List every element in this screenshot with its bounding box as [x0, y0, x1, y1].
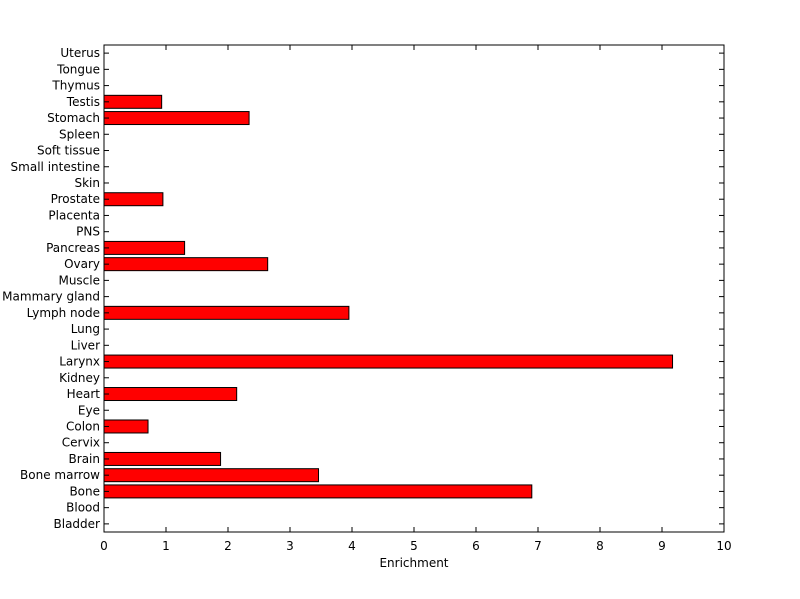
axis-labels-group: Bladder Blood Bone Bone marrow Brain Cervix Co…: [2, 46, 731, 553]
x-tick-label: 0: [100, 539, 108, 553]
y-tick-label: Liver: [71, 338, 101, 352]
y-tick-label: Uterus: [60, 46, 100, 60]
x-tick-label: 9: [658, 539, 666, 553]
bar-brain: [103, 451, 222, 466]
y-tick-label: PNS: [76, 225, 100, 239]
x-tick-label: 2: [224, 539, 232, 553]
x-tick-label: 6: [472, 539, 480, 553]
y-tick-label: Testis: [66, 95, 100, 109]
x-tick-label: 4: [348, 539, 356, 553]
x-axis-label: Enrichment: [379, 556, 448, 570]
bar-colon: [103, 419, 149, 434]
y-tick-label: Larynx: [59, 355, 100, 369]
y-tick-label: Muscle: [58, 273, 100, 287]
y-tick-label: Ovary: [64, 257, 100, 271]
y-tick-label: Stomach: [47, 111, 100, 125]
y-tick-label: Bone: [69, 484, 100, 498]
y-tick-label: Blood: [66, 501, 100, 515]
bar-larynx: [103, 354, 674, 369]
y-tick-label: Mammary gland: [2, 290, 100, 304]
bar-lymph-node: [103, 305, 350, 320]
bar-ovary: [103, 257, 269, 272]
x-tick-label: 7: [534, 539, 542, 553]
y-tick-label: Kidney: [59, 371, 100, 385]
y-tick-label: Pancreas: [46, 241, 100, 255]
bar-testis: [103, 94, 163, 109]
y-tick-label: Placenta: [48, 208, 100, 222]
y-tick-label: Heart: [67, 387, 101, 401]
bar-stomach: [103, 111, 250, 126]
x-tick-label: 5: [410, 539, 418, 553]
bar-prostate: [103, 192, 164, 207]
y-tick-label: Bladder: [54, 517, 101, 531]
y-tick-label: Skin: [74, 176, 100, 190]
x-tick-label: 10: [716, 539, 731, 553]
bars-group: [103, 94, 674, 499]
y-tick-label: Spleen: [59, 127, 100, 141]
y-tick-label: Soft tissue: [37, 144, 100, 158]
y-tick-label: Prostate: [51, 192, 100, 206]
y-tick-label: Tongue: [56, 62, 100, 76]
y-tick-label: Colon: [66, 419, 100, 433]
y-tick-label: Small intestine: [11, 160, 100, 174]
x-tick-label: 3: [286, 539, 294, 553]
bar-bone: [103, 484, 533, 499]
bar-heart: [103, 387, 238, 402]
y-tick-label: Bone marrow: [20, 468, 100, 482]
y-tick-label: Lymph node: [27, 306, 100, 320]
y-tick-label: Thymus: [51, 79, 100, 93]
axis-ticks-group: [103, 45, 725, 532]
bar-pancreas: [103, 240, 186, 255]
y-tick-label: Eye: [78, 403, 100, 417]
y-tick-label: Lung: [71, 322, 100, 336]
x-tick-label: 8: [596, 539, 604, 553]
bar-bone-marrow: [103, 468, 320, 483]
x-tick-label: 1: [162, 539, 170, 553]
y-tick-label: Cervix: [62, 436, 100, 450]
y-tick-label: Brain: [69, 452, 100, 466]
